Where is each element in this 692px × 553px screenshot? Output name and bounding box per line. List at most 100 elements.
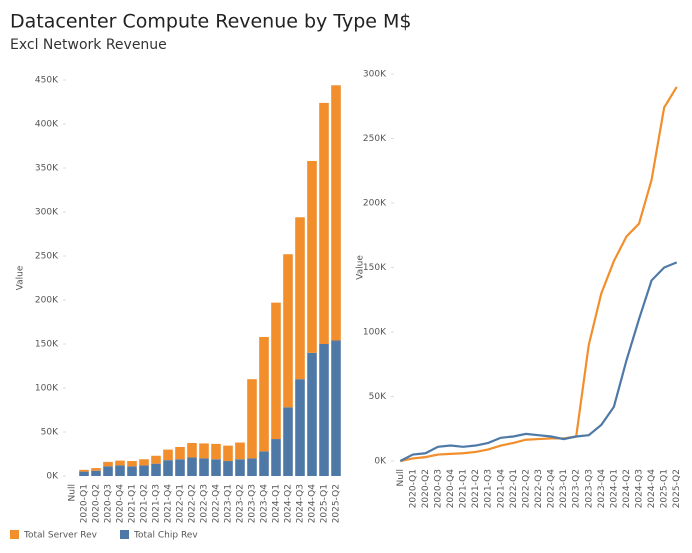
bar-segment (79, 469, 89, 472)
x-tick-label: 2020-Q3 (104, 484, 114, 523)
y-tick-label: 0K (374, 457, 387, 467)
x-tick-label: 2024-Q3 (296, 484, 306, 523)
y-tick-label: 200K (35, 296, 59, 306)
bar-segment (139, 465, 149, 476)
x-tick-label: 2020-Q4 (116, 484, 126, 524)
x-tick-label: 2023-Q3 (584, 469, 594, 508)
bar-segment (283, 407, 293, 476)
chart-title: Datacenter Compute Revenue by Type M$ (10, 11, 412, 33)
bar-segment (187, 457, 197, 476)
bar-segment (235, 442, 245, 460)
legend-swatch (120, 530, 129, 539)
x-tick-label: 2023-Q2 (236, 484, 246, 523)
x-tick-label: 2025-Q2 (672, 469, 682, 508)
y-tick-label: 200K (363, 199, 387, 209)
bar-segment (331, 340, 341, 476)
x-tick-label: 2023-Q4 (597, 469, 607, 509)
y-axis-label: Value (356, 255, 366, 280)
x-tick-label: 2022-Q4 (212, 484, 222, 524)
x-tick-label: 2025-Q2 (332, 484, 342, 523)
x-tick-label: 2024-Q2 (622, 469, 632, 508)
x-tick-label: 2025-Q1 (320, 484, 330, 523)
bar-segment (175, 446, 185, 460)
x-tick-label: 2024-Q1 (609, 469, 619, 508)
y-tick-label: 350K (35, 164, 59, 174)
bar-segment (223, 461, 233, 476)
bar-segment (319, 344, 329, 476)
x-tick-label: 2024-Q4 (308, 484, 318, 524)
y-tick-label: 300K (35, 208, 59, 218)
bar-segment (271, 439, 281, 476)
bar-segment (211, 443, 221, 460)
bar-segment (259, 336, 269, 452)
x-tick-label: 2022-Q3 (200, 484, 210, 523)
bar-segment (295, 217, 305, 380)
x-tick-label: 2021-Q1 (128, 484, 138, 523)
y-tick-label: 400K (35, 120, 59, 130)
x-tick-label: 2020-Q2 (92, 484, 102, 523)
x-tick-label: 2024-Q1 (272, 484, 282, 523)
x-tick-label: 2022-Q4 (547, 469, 557, 509)
x-tick-label: 2020-Q1 (80, 484, 90, 523)
chart-subtitle: Excl Network Revenue (10, 37, 167, 53)
bar-segment (223, 445, 233, 462)
x-tick-label: 2023-Q3 (248, 484, 258, 523)
bar-segment (307, 352, 317, 476)
x-tick-label: 2025-Q1 (660, 469, 670, 508)
bar-segment (115, 465, 125, 476)
bar-segment (247, 458, 257, 476)
y-tick-label: 250K (35, 252, 59, 262)
x-tick-label: Null (396, 469, 406, 486)
x-tick-label: 2020-Q4 (446, 469, 456, 509)
bar-segment (79, 471, 89, 476)
y-tick-label: 100K (35, 384, 59, 394)
x-tick-label: 2021-Q4 (496, 469, 506, 509)
x-tick-label: 2023-Q1 (559, 469, 569, 508)
x-tick-label: 2021-Q3 (152, 484, 162, 523)
bar-segment (319, 102, 329, 344)
y-tick-label: 50K (41, 428, 59, 438)
x-tick-label: 2021-Q2 (140, 484, 150, 523)
bar-segment (235, 459, 245, 476)
x-tick-label: 2022-Q2 (188, 484, 198, 523)
bar-segment (199, 458, 209, 476)
bar-segment (151, 455, 161, 464)
x-tick-label: 2024-Q3 (635, 469, 645, 508)
bar-segment (247, 379, 257, 459)
line-series (400, 86, 678, 463)
x-tick-label: 2021-Q1 (459, 469, 469, 508)
x-tick-label: Null (68, 484, 78, 501)
x-tick-label: 2023-Q1 (224, 484, 234, 523)
y-tick-label: 150K (363, 263, 387, 273)
x-tick-label: 2021-Q2 (471, 469, 481, 508)
line-series (399, 261, 678, 462)
x-tick-label: 2024-Q4 (647, 469, 657, 509)
bar-segment (139, 459, 149, 466)
bar-segment (163, 449, 173, 461)
bar-segment (331, 85, 341, 341)
bar-segment (115, 460, 125, 466)
x-tick-label: 2020-Q2 (421, 469, 431, 508)
bar-segment (91, 470, 101, 476)
legend-label: Total Server Rev (23, 531, 98, 541)
x-tick-label: 2020-Q3 (433, 469, 443, 508)
y-tick-label: 150K (35, 340, 59, 350)
x-tick-label: 2022-Q1 (509, 469, 519, 508)
y-tick-label: 250K (363, 134, 387, 144)
bar-segment (187, 443, 197, 458)
x-tick-label: 2022-Q3 (534, 469, 544, 508)
y-tick-label: 0K (46, 472, 59, 482)
legend-swatch (10, 530, 19, 539)
bar-segment (295, 379, 305, 476)
bar-segment (91, 468, 101, 471)
bar-segment (259, 451, 269, 476)
bar-segment (175, 459, 185, 476)
x-tick-label: 2022-Q2 (521, 469, 531, 508)
y-tick-label: 450K (35, 76, 59, 86)
y-tick-label: 100K (363, 328, 387, 338)
bar-segment (151, 463, 161, 476)
x-tick-label: 2022-Q1 (176, 484, 186, 523)
x-tick-label: 2020-Q1 (408, 469, 418, 508)
bar-segment (199, 443, 209, 459)
